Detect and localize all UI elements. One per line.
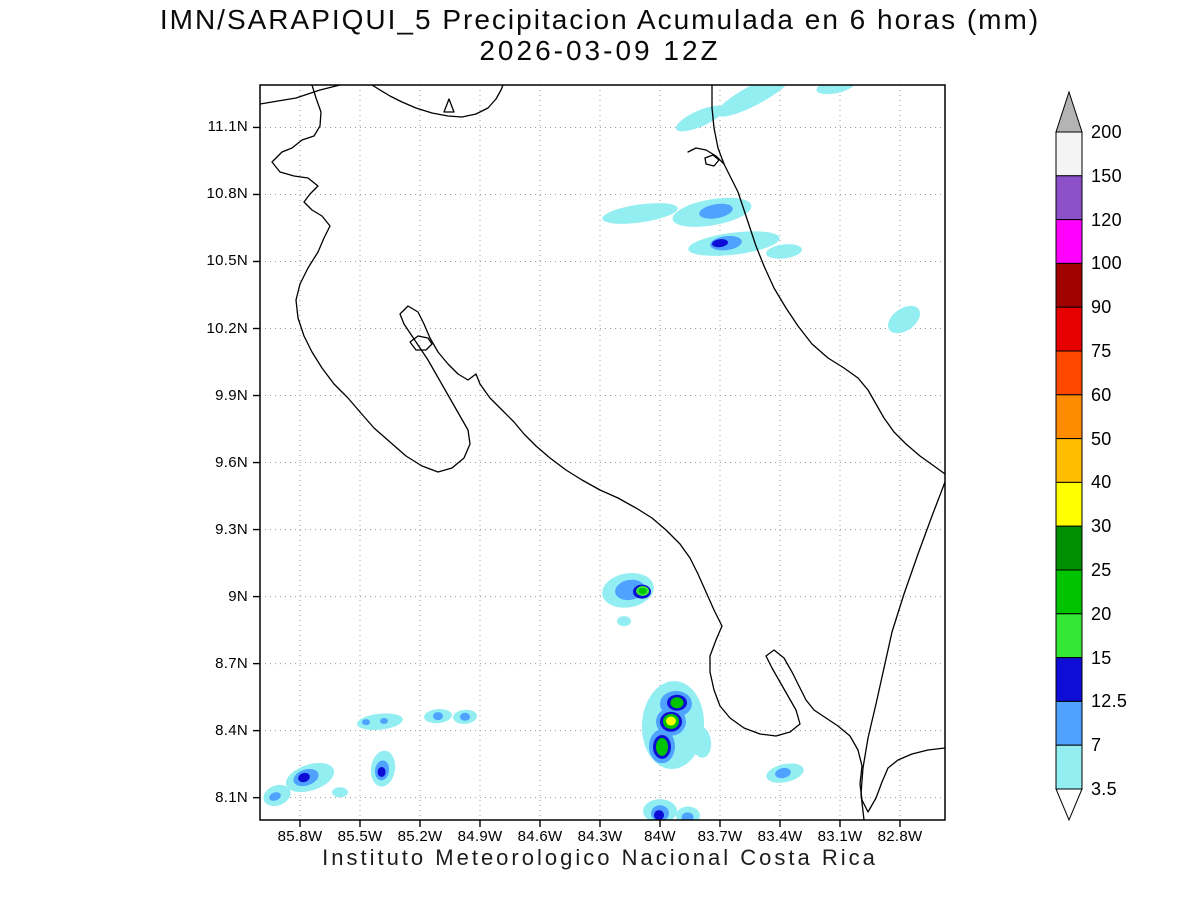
precipitation-layer <box>263 85 921 820</box>
delta-islet-outline <box>704 154 720 167</box>
precip-cell <box>332 787 348 798</box>
footer-caption: Instituto Meteorologico Nacional Costa R… <box>322 845 878 870</box>
colorbar-top-arrow <box>1055 90 1083 133</box>
panama-border-line <box>860 481 945 820</box>
tick-layer <box>253 126 901 827</box>
colorbar-cell <box>1055 744 1083 790</box>
gridline-layer <box>260 85 945 820</box>
coastline-pacific <box>271 85 945 813</box>
precip-cell <box>654 810 664 820</box>
colorbar-cell <box>1055 394 1083 440</box>
lake-nicaragua-shore-west <box>260 85 341 105</box>
precip-cell <box>617 616 631 627</box>
coastline-nicaragua-caribbean <box>711 85 725 165</box>
precip-cell <box>433 712 443 721</box>
colorbar-cell <box>1055 131 1083 177</box>
precip-cell <box>357 713 403 731</box>
colorbar-bottom-arrow <box>1055 788 1083 822</box>
plot-border <box>259 84 946 821</box>
precip-cell <box>775 767 791 779</box>
precip-cell <box>638 588 647 595</box>
lake-nicaragua-shore-east <box>371 85 504 118</box>
precip-cell <box>602 203 678 224</box>
precip-cell <box>269 792 281 801</box>
chira-island-outline <box>409 335 433 351</box>
colorbar-cell <box>1055 657 1083 702</box>
colorbar-cell <box>1055 700 1083 746</box>
precip-cell <box>362 719 370 726</box>
precip-cell <box>460 712 470 721</box>
colorbar-cell <box>1055 350 1083 396</box>
colorbar-cell <box>1055 481 1083 527</box>
coastline-layer <box>260 85 945 820</box>
precip-cell <box>690 725 712 758</box>
colorbar-cell <box>1055 306 1083 352</box>
precip-cell <box>666 716 676 726</box>
colorbar-cell <box>1055 613 1083 659</box>
coastline-caribbean <box>687 147 945 475</box>
precip-cell <box>712 239 728 248</box>
precip-cell <box>656 737 668 756</box>
colorbar-cell <box>1055 219 1083 264</box>
precip-cell <box>716 85 792 117</box>
precip-cell <box>676 105 724 132</box>
precip-cell <box>887 305 921 334</box>
precip-cell <box>670 697 684 709</box>
precip-cell <box>298 772 310 783</box>
colorbar-cell <box>1055 569 1083 615</box>
precip-cell <box>377 766 386 777</box>
precip-cell <box>816 85 856 95</box>
figure-title: IMN/SARAPIQUI_5 Precipitacion Acumulada … <box>159 4 1041 35</box>
lake-island-outline <box>443 98 455 113</box>
precip-cell <box>380 718 388 725</box>
colorbar-cell <box>1055 262 1083 308</box>
figure-subtitle: 2026-03-09 12Z <box>479 35 721 66</box>
colorbar-cell <box>1055 175 1083 221</box>
colorbar <box>1055 90 1083 822</box>
colorbar-cell <box>1055 525 1083 571</box>
precip-cell <box>681 812 694 820</box>
precip-cell <box>766 244 802 259</box>
colorbar-cell <box>1055 438 1083 483</box>
precip-cell <box>699 203 733 219</box>
